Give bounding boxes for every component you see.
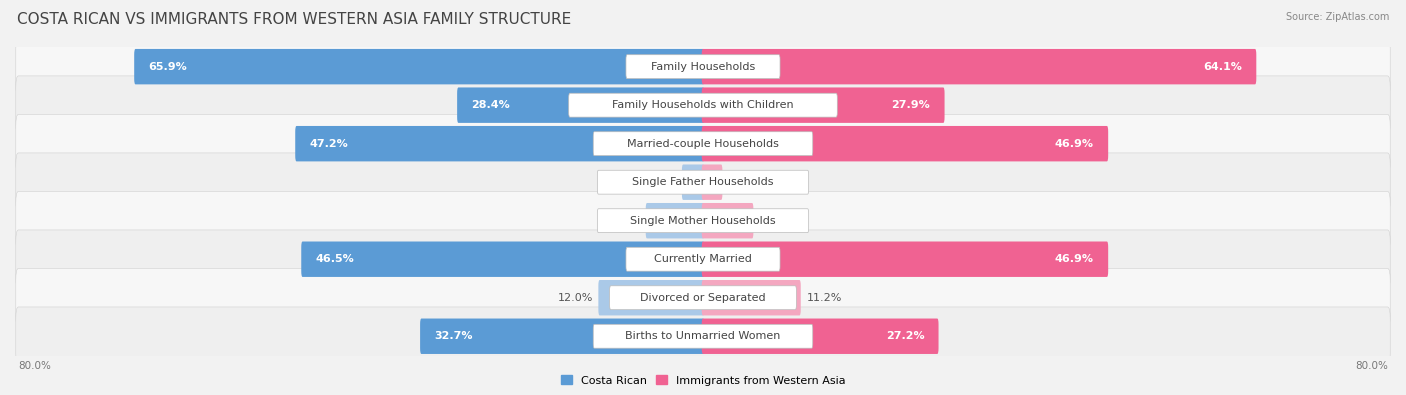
FancyBboxPatch shape [598,209,808,233]
FancyBboxPatch shape [15,230,1391,288]
Legend: Costa Rican, Immigrants from Western Asia: Costa Rican, Immigrants from Western Asi… [557,371,849,390]
FancyBboxPatch shape [457,87,704,123]
Text: 46.9%: 46.9% [1054,254,1094,264]
Text: Married-couple Households: Married-couple Households [627,139,779,149]
FancyBboxPatch shape [15,307,1391,365]
Text: Single Father Households: Single Father Households [633,177,773,187]
FancyBboxPatch shape [702,280,801,316]
Text: 47.2%: 47.2% [309,139,349,149]
FancyBboxPatch shape [593,324,813,348]
Text: 64.1%: 64.1% [1204,62,1241,71]
FancyBboxPatch shape [15,192,1391,250]
FancyBboxPatch shape [301,241,704,277]
FancyBboxPatch shape [626,247,780,271]
Text: 28.4%: 28.4% [471,100,510,110]
FancyBboxPatch shape [15,269,1391,327]
FancyBboxPatch shape [626,55,780,79]
FancyBboxPatch shape [702,87,945,123]
FancyBboxPatch shape [610,286,796,310]
FancyBboxPatch shape [702,241,1108,277]
Text: 46.5%: 46.5% [315,254,354,264]
Text: Source: ZipAtlas.com: Source: ZipAtlas.com [1285,12,1389,22]
FancyBboxPatch shape [702,318,939,354]
FancyBboxPatch shape [682,164,704,200]
FancyBboxPatch shape [15,38,1391,96]
Text: Currently Married: Currently Married [654,254,752,264]
Text: 80.0%: 80.0% [1355,361,1388,371]
Text: 5.7%: 5.7% [759,216,787,226]
FancyBboxPatch shape [15,153,1391,211]
Text: 11.2%: 11.2% [807,293,842,303]
Text: 27.2%: 27.2% [886,331,924,341]
FancyBboxPatch shape [420,318,704,354]
FancyBboxPatch shape [568,93,838,117]
Text: COSTA RICAN VS IMMIGRANTS FROM WESTERN ASIA FAMILY STRUCTURE: COSTA RICAN VS IMMIGRANTS FROM WESTERN A… [17,12,571,27]
Text: 27.9%: 27.9% [891,100,931,110]
FancyBboxPatch shape [15,76,1391,134]
FancyBboxPatch shape [134,49,704,85]
Text: Single Mother Households: Single Mother Households [630,216,776,226]
Text: 65.9%: 65.9% [149,62,187,71]
FancyBboxPatch shape [15,115,1391,173]
Text: 12.0%: 12.0% [557,293,593,303]
Text: Family Households: Family Households [651,62,755,71]
FancyBboxPatch shape [702,164,723,200]
Text: 46.9%: 46.9% [1054,139,1094,149]
FancyBboxPatch shape [645,203,704,239]
Text: 6.5%: 6.5% [612,216,640,226]
FancyBboxPatch shape [702,49,1257,85]
FancyBboxPatch shape [702,126,1108,162]
Text: 2.3%: 2.3% [648,177,676,187]
Text: 2.1%: 2.1% [728,177,756,187]
Text: 80.0%: 80.0% [18,361,51,371]
FancyBboxPatch shape [593,132,813,156]
FancyBboxPatch shape [598,170,808,194]
Text: Births to Unmarried Women: Births to Unmarried Women [626,331,780,341]
FancyBboxPatch shape [295,126,704,162]
Text: 32.7%: 32.7% [434,331,472,341]
Text: Divorced or Separated: Divorced or Separated [640,293,766,303]
FancyBboxPatch shape [702,203,754,239]
FancyBboxPatch shape [599,280,704,316]
Text: Family Households with Children: Family Households with Children [612,100,794,110]
